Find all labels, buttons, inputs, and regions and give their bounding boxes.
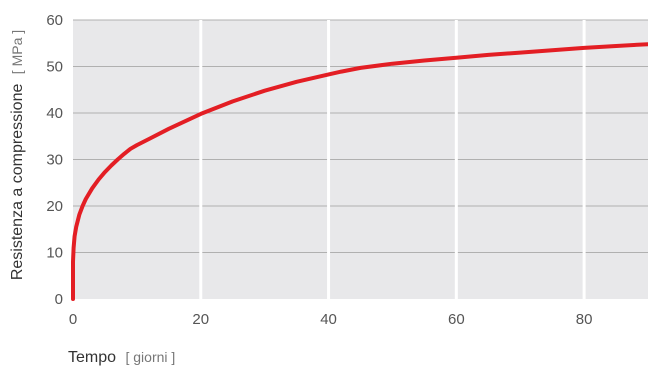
x-tick-labels: 0 20 40 60 80: [69, 311, 593, 328]
strength-curve: [71, 42, 648, 301]
y-tick-labels: 0 10 20 30 40 50 60: [46, 12, 63, 308]
y-axis-title: Resistenza a compressione [ MPa ]: [9, 30, 26, 280]
y-tick-label: 50: [46, 59, 63, 76]
x-axis-label: Tempo: [68, 349, 116, 366]
y-tick-label: 10: [46, 245, 63, 262]
y-tick-label: 30: [46, 152, 63, 169]
x-tick-label: 80: [576, 311, 593, 328]
x-axis-unit: [ giorni ]: [125, 349, 175, 365]
y-tick-label: 0: [55, 291, 63, 308]
y-tick-label: 60: [46, 12, 63, 29]
y-tick-label: 40: [46, 105, 63, 122]
horizontal-gridlines: [73, 19, 648, 253]
x-tick-label: 60: [448, 311, 465, 328]
x-tick-label: 20: [192, 311, 209, 328]
x-axis-title: Tempo [ giorni ]: [68, 349, 175, 366]
vertical-gridlines: [199, 20, 586, 299]
y-tick-label: 20: [46, 198, 63, 215]
series-group: [71, 42, 648, 301]
x-tick-label: 40: [320, 311, 337, 328]
y-axis-label: Resistenza a compressione: [9, 84, 26, 281]
x-tick-label: 0: [69, 311, 77, 328]
y-axis-unit: [ MPa ]: [9, 30, 25, 74]
